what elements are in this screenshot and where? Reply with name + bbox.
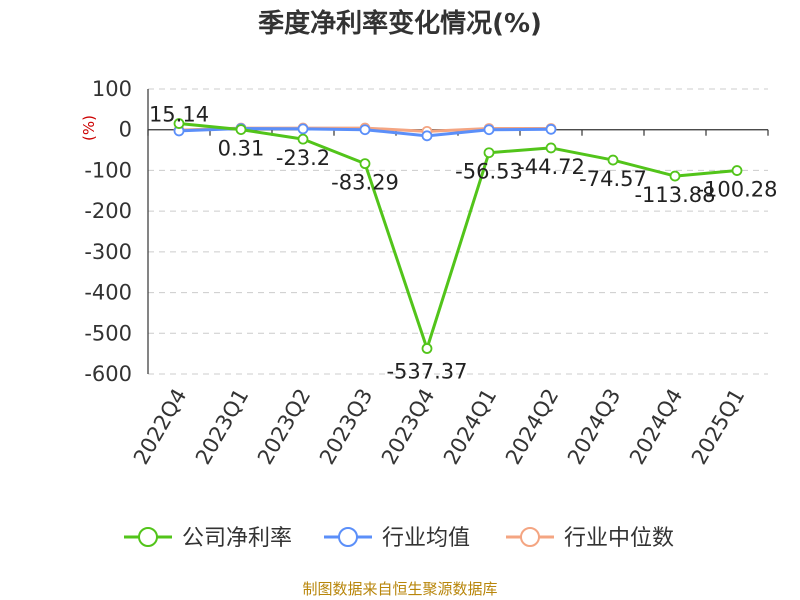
series-0 — [173, 118, 743, 354]
data-point — [359, 158, 371, 170]
y-tick-label: -200 — [84, 199, 132, 223]
x-tick-label: 2023Q4 — [377, 385, 439, 469]
data-point — [235, 124, 247, 135]
x-tick-label: 2024Q2 — [501, 385, 563, 469]
y-tick-label: 100 — [92, 77, 132, 101]
data-point — [173, 118, 185, 129]
legend-item[interactable]: 公司净利率 — [124, 526, 292, 551]
x-tick-label: 2024Q4 — [625, 385, 687, 469]
legend[interactable]: 公司净利率 行业均值 行业中位数 — [124, 526, 674, 551]
data-label: -113.88 — [634, 183, 715, 207]
x-tick-label: 2025Q1 — [687, 385, 749, 469]
legend-label: 行业中位数 — [564, 526, 674, 551]
y-tick-label: -500 — [84, 321, 132, 345]
data-point — [359, 124, 371, 136]
x-tick-label: 2022Q4 — [129, 385, 191, 469]
y-tick-label: -100 — [84, 158, 132, 182]
data-label: -537.37 — [386, 360, 467, 384]
y-tick-label: -400 — [84, 281, 132, 305]
source-note: 制图数据来自恒生聚源数据库 — [302, 580, 497, 598]
data-point — [669, 170, 681, 182]
x-tick-label: 2023Q3 — [315, 385, 377, 469]
series-layer — [173, 118, 743, 354]
data-labels: 15.140.31 -23.2-83.29-537.37-56.53-44.72-… — [149, 103, 778, 384]
y-tick-label: -300 — [84, 240, 132, 264]
data-point — [731, 165, 743, 176]
legend-marker — [338, 527, 358, 547]
data-point — [421, 343, 433, 354]
legend-marker — [138, 527, 158, 547]
data-point — [297, 123, 309, 135]
data-label: -44.72 — [517, 155, 585, 179]
data-point — [483, 124, 495, 136]
data-label: -83.29 — [331, 171, 399, 195]
x-tick-label: 2023Q1 — [191, 385, 253, 469]
y-tick-label: 0 — [119, 118, 132, 142]
legend-item[interactable]: 行业均值 — [324, 526, 470, 551]
x-tick-label: 2023Q2 — [253, 385, 315, 469]
x-tick-label: 2024Q3 — [563, 385, 625, 469]
y-tick-label: -600 — [84, 362, 132, 386]
data-label: -74.57 — [579, 167, 647, 191]
data-point — [483, 147, 495, 159]
legend-item[interactable]: 行业中位数 — [506, 526, 674, 551]
series-line — [178, 122, 738, 351]
y-axis-unit: (%) — [80, 115, 98, 141]
legend-label: 公司净利率 — [182, 526, 292, 551]
data-label: -56.53 — [455, 160, 523, 184]
chart-title: 季度净利率变化情况(%) — [258, 8, 542, 39]
legend-label: 行业均值 — [382, 526, 470, 551]
data-label: -23.2 — [276, 146, 330, 170]
data-point — [421, 130, 433, 142]
data-label: 15.14 — [149, 103, 209, 127]
data-point — [607, 154, 619, 166]
data-label: -100.28 — [696, 178, 777, 202]
data-point — [297, 133, 309, 145]
data-point — [545, 142, 557, 154]
legend-marker — [520, 527, 540, 547]
data-label: 0.31 — [218, 137, 265, 161]
data-point — [545, 123, 557, 135]
x-tick-label: 2024Q1 — [439, 385, 501, 469]
